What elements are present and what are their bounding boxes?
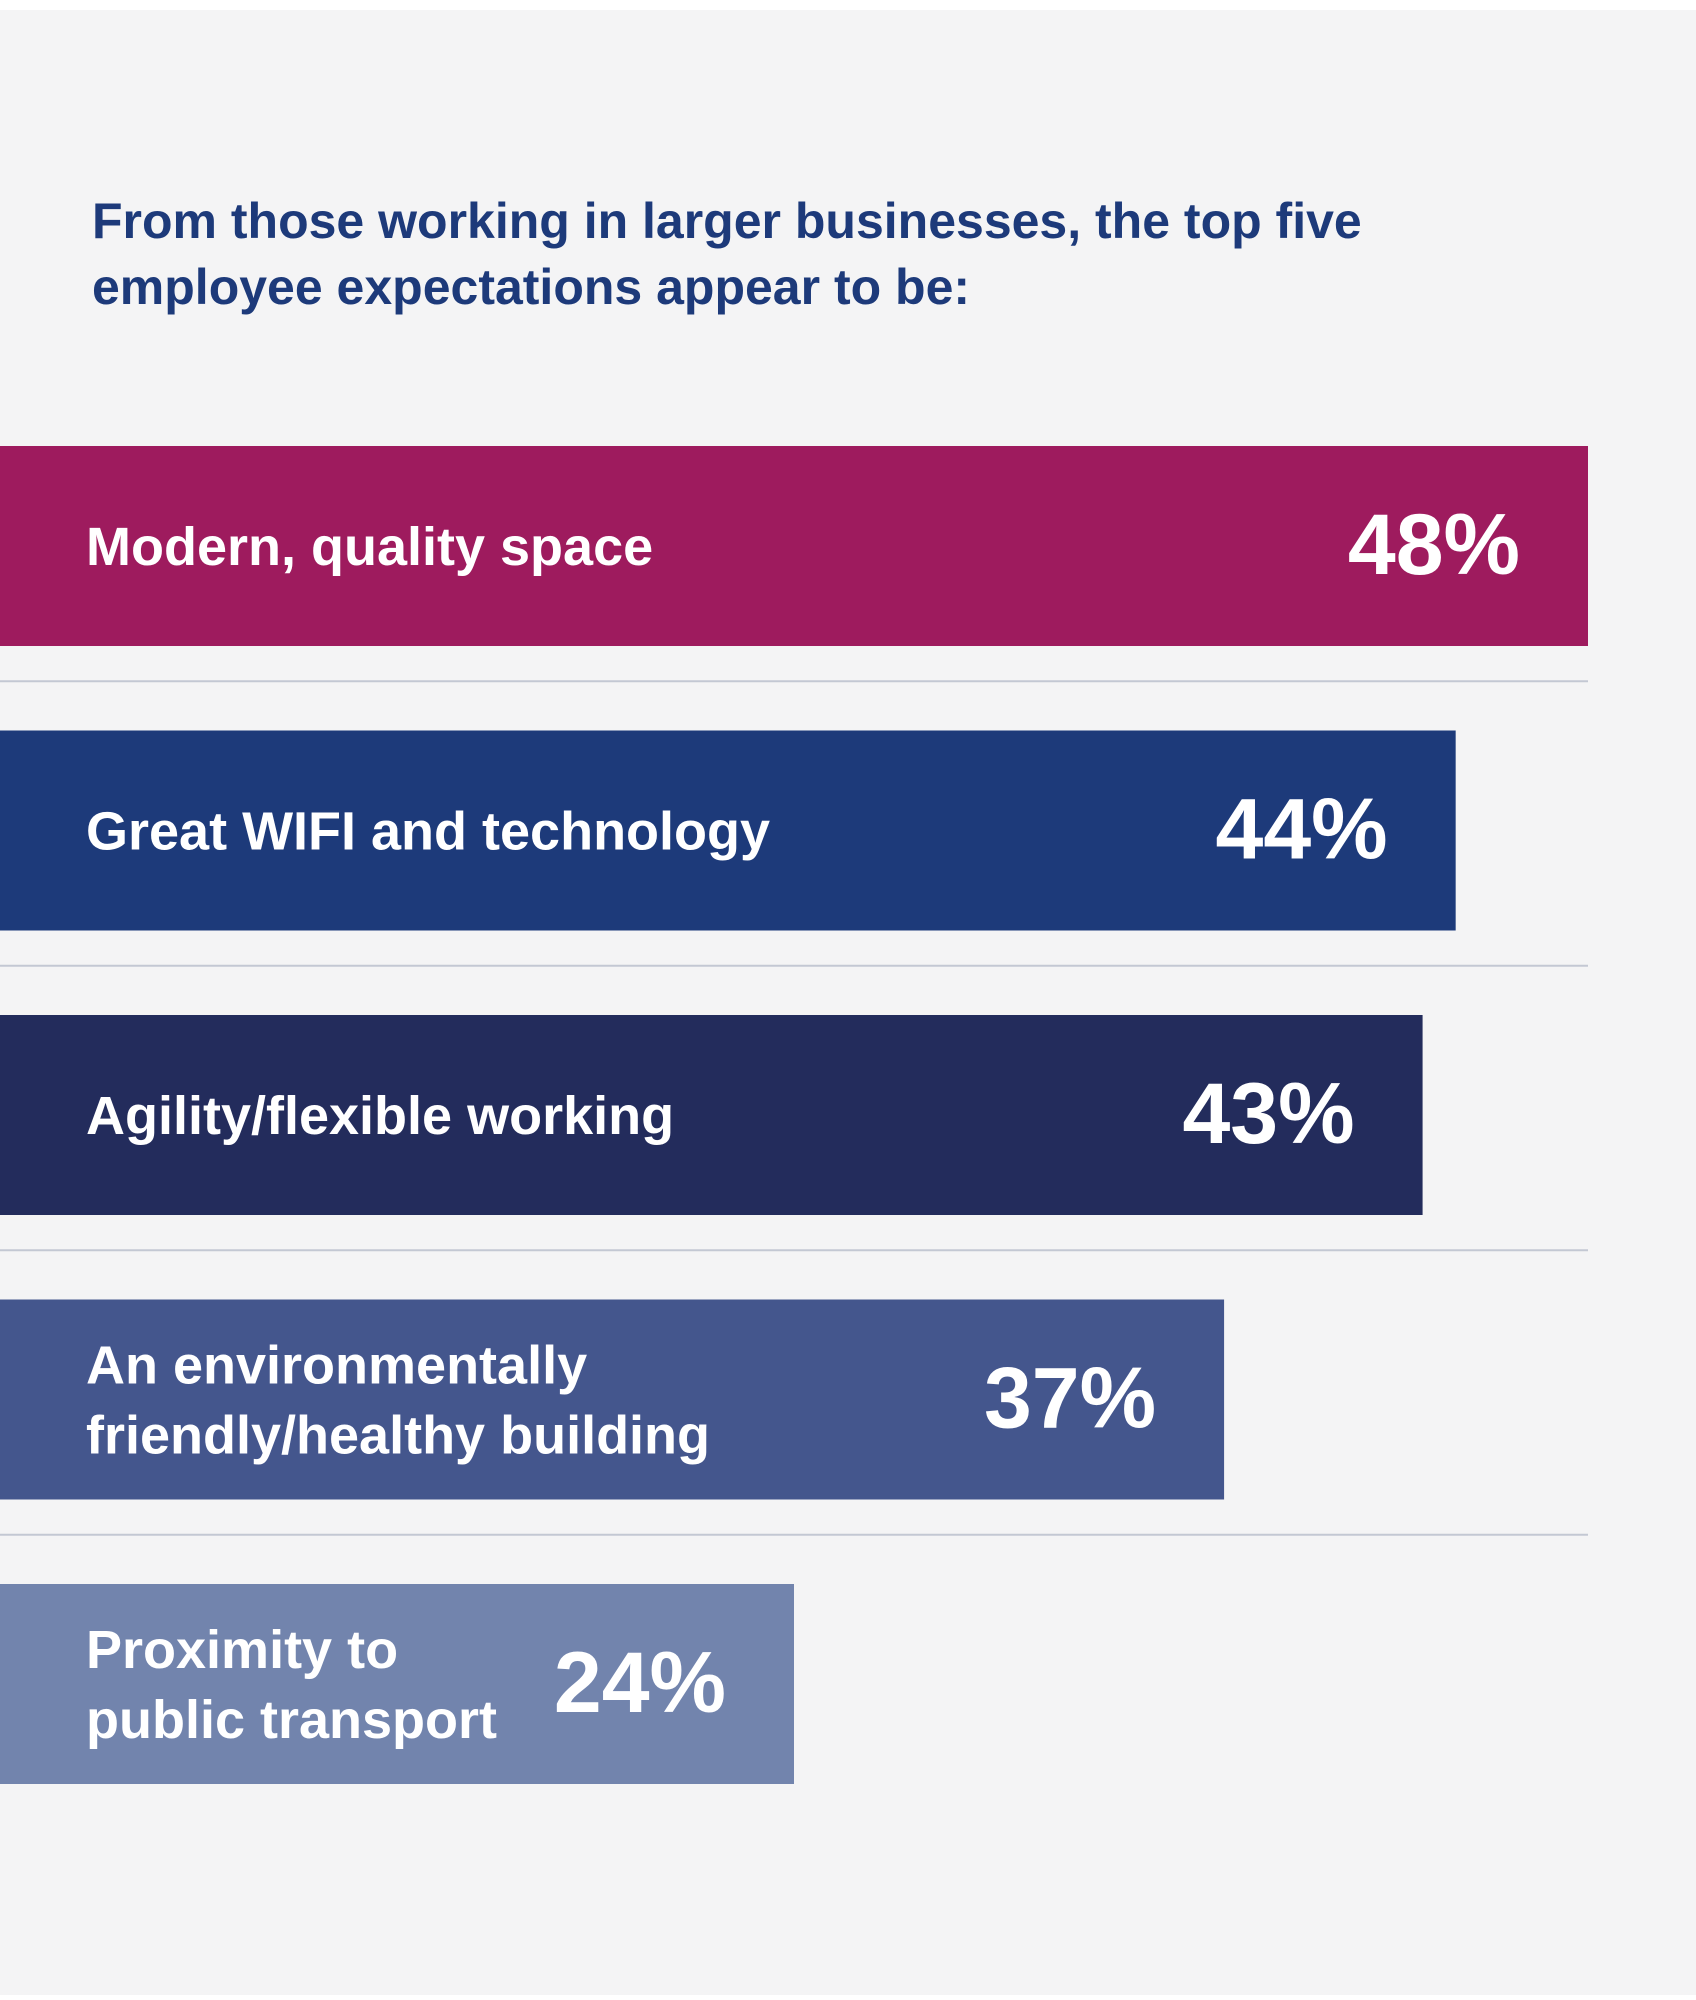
bar-group: Proximity to public transport 24% (0, 1584, 794, 1784)
bar (0, 1015, 1423, 1215)
bar-label: Modern, quality space (86, 517, 653, 577)
chart-title: From those working in larger businesses,… (92, 193, 1362, 315)
bar-label: An environmentally friendly/healthy build… (86, 1336, 710, 1466)
bar-label: Great WIFI and technology (86, 802, 770, 862)
bar-value-label: 24% (554, 1635, 726, 1731)
bar-label: Proximity to public transport (86, 1620, 497, 1750)
bar-group: Modern, quality space 48% (0, 446, 1588, 646)
bar-value-label: 37% (984, 1351, 1156, 1447)
bar (0, 1299, 1225, 1500)
bar-group: Great WIFI and technology 44% (0, 730, 1456, 931)
bar (0, 446, 1588, 646)
bar-value-label: 43% (1182, 1066, 1354, 1162)
bar-value-label: 44% (1216, 782, 1388, 878)
bar (0, 730, 1456, 931)
bar-group: An environmentally friendly/healthy build… (0, 1299, 1225, 1500)
bar (0, 1584, 794, 1784)
bar-value-label: 48% (1348, 497, 1520, 593)
bar-label: Agility/flexible working (86, 1086, 674, 1146)
bar-group: Agility/flexible working 43% (0, 1015, 1423, 1215)
